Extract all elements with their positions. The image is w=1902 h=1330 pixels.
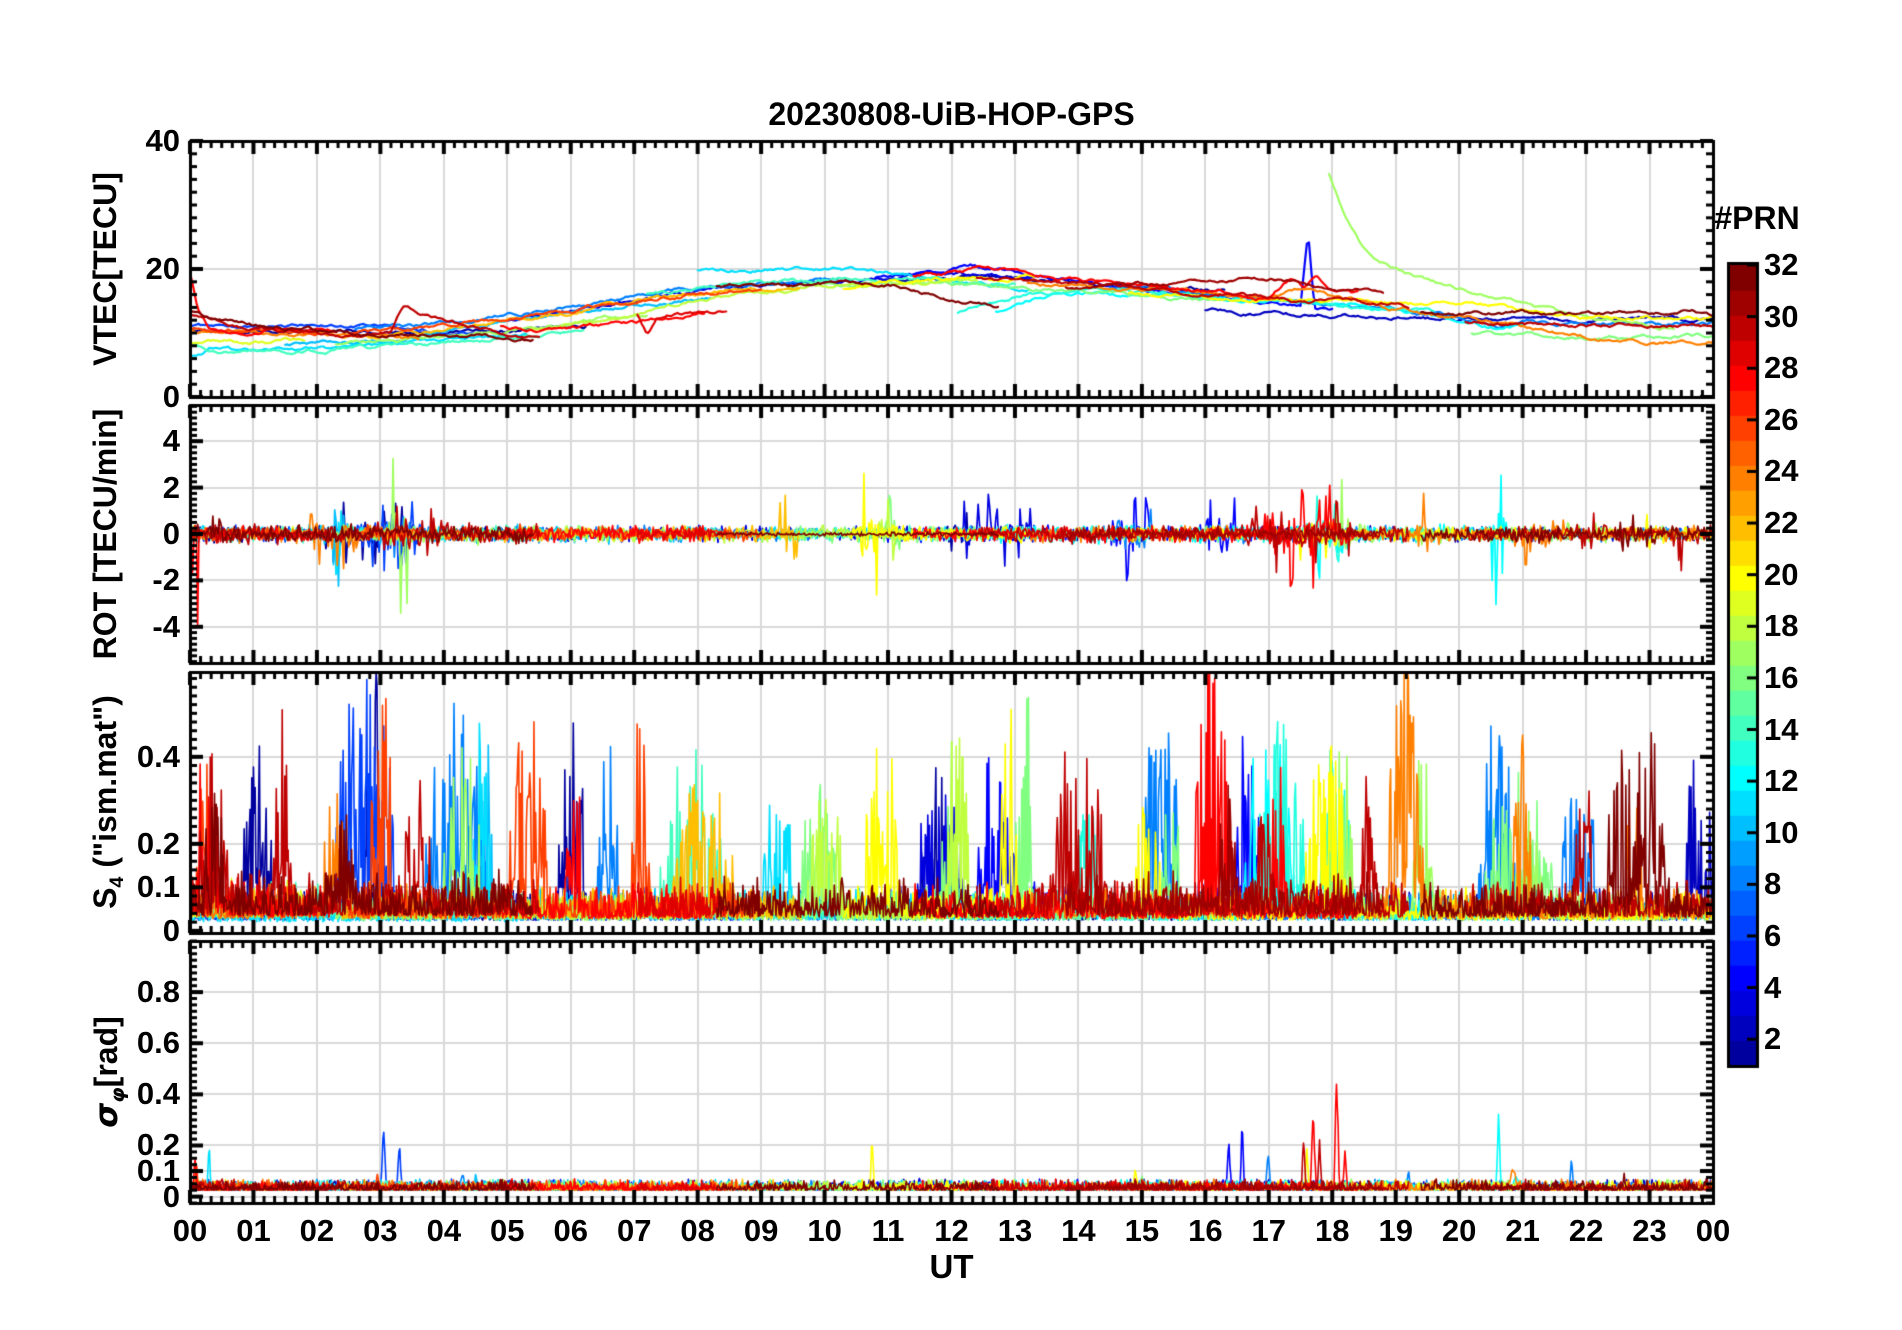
y-tick-label: 0 xyxy=(162,379,180,414)
x-tick-label: 07 xyxy=(616,1213,652,1248)
x-tick-label: 04 xyxy=(426,1213,462,1248)
page-title: 20230808-UiB-HOP-GPS xyxy=(768,96,1135,132)
colorbar-tick-label: 28 xyxy=(1764,350,1799,386)
x-tick-label: 05 xyxy=(490,1213,525,1248)
x-tick-label: 02 xyxy=(299,1213,335,1248)
y-tick-label: -2 xyxy=(152,562,180,598)
colorbar-tick-label: 10 xyxy=(1764,814,1799,850)
y-tick-label: 0.4 xyxy=(136,738,180,774)
x-tick-label: 00 xyxy=(1695,1213,1731,1248)
y-tick-label: 0 xyxy=(162,912,180,948)
x-tick-label: 17 xyxy=(1251,1213,1287,1248)
x-tick-label: 13 xyxy=(997,1213,1033,1248)
y-tick-label: 0.8 xyxy=(136,974,180,1010)
x-tick-label: 18 xyxy=(1315,1213,1350,1248)
colorbar-tick-label: 20 xyxy=(1764,556,1799,592)
x-tick-label: 21 xyxy=(1505,1213,1540,1248)
y-tick-label: 2 xyxy=(162,469,180,505)
x-tick-label: 16 xyxy=(1188,1213,1223,1248)
y-tick-label: 0.6 xyxy=(136,1025,180,1061)
colorbar-tick-label: 2 xyxy=(1764,1021,1782,1057)
y-tick-label: 0.2 xyxy=(136,825,180,861)
x-axis-label: UT xyxy=(929,1248,974,1285)
x-tick-label: 01 xyxy=(236,1213,271,1248)
y-tick-label: 20 xyxy=(145,251,180,286)
y-tick-label: 0.2 xyxy=(136,1127,180,1163)
x-tick-label: 00 xyxy=(172,1213,208,1248)
x-tick-label: 19 xyxy=(1378,1213,1413,1248)
x-tick-label: 12 xyxy=(934,1213,969,1248)
colorbar-tick-label: 8 xyxy=(1764,866,1782,902)
colorbar-title: #PRN xyxy=(1714,200,1800,236)
x-tick-label: 03 xyxy=(363,1213,398,1248)
y-tick-label: 0.4 xyxy=(136,1076,180,1112)
y-tick-label: 0 xyxy=(162,1178,180,1214)
x-tick-label: 20 xyxy=(1441,1213,1477,1248)
x-tick-label: 15 xyxy=(1124,1213,1160,1248)
colorbar-tick-label: 30 xyxy=(1764,298,1799,334)
colorbar-tick-label: 6 xyxy=(1764,917,1782,953)
x-tick-label: 14 xyxy=(1061,1213,1096,1248)
colorbar-tick-label: 4 xyxy=(1764,969,1782,1005)
x-tick-label: 06 xyxy=(553,1213,588,1248)
y-tick-label: 0 xyxy=(162,516,180,551)
colorbar-tick-label: 32 xyxy=(1764,247,1799,282)
colorbar-tick-label: 18 xyxy=(1764,608,1799,644)
colorbar-tick-label: 16 xyxy=(1764,659,1799,695)
colorbar-tick-label: 22 xyxy=(1764,505,1799,541)
y-tick-label: 0.1 xyxy=(136,869,180,905)
colorbar-tick-label: 14 xyxy=(1764,711,1799,747)
x-tick-label: 09 xyxy=(743,1213,779,1248)
x-tick-label: 10 xyxy=(807,1213,842,1248)
y-tick-label: 0.1 xyxy=(136,1153,180,1189)
colorbar-tick-label: 24 xyxy=(1764,453,1799,489)
x-tick-label: 08 xyxy=(680,1213,715,1248)
colorbar-tick-label: 26 xyxy=(1764,401,1799,437)
x-tick-label: 11 xyxy=(871,1213,905,1248)
y-tick-label: -4 xyxy=(152,608,180,644)
y-tick-label: 40 xyxy=(145,123,180,158)
y-tick-label: 4 xyxy=(162,423,180,459)
colorbar-tick-label: 12 xyxy=(1764,763,1799,799)
x-tick-label: 23 xyxy=(1632,1213,1667,1248)
x-tick-label: 22 xyxy=(1568,1213,1604,1248)
